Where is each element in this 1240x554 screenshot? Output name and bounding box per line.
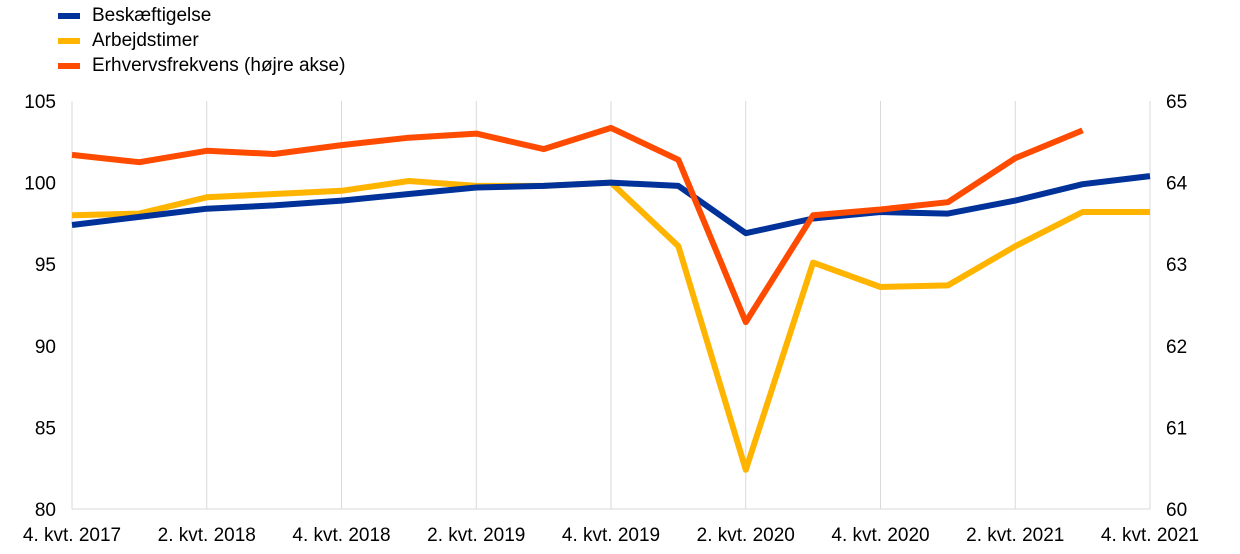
legend-label-beskaeftigelse: Beskæftigelse xyxy=(92,4,212,26)
y-left-tick-label: 90 xyxy=(35,337,56,358)
y-left-tick-label: 80 xyxy=(35,500,56,521)
y-left-tick-label: 85 xyxy=(35,418,56,439)
y-right-tick-label: 63 xyxy=(1166,255,1187,276)
x-tick-label: 2. kvt. 2021 xyxy=(966,525,1064,546)
x-tick-label: 2. kvt. 2018 xyxy=(158,525,256,546)
legend-label-arbejdstimer: Arbejdstimer xyxy=(92,29,199,51)
legend-swatch-erhvervsfrekvens xyxy=(58,62,80,69)
x-tick-label: 4. kvt. 2017 xyxy=(23,525,121,546)
x-tick-label: 2. kvt. 2019 xyxy=(427,525,525,546)
x-tick-label: 4. kvt. 2018 xyxy=(292,525,390,546)
y-left-tick-label: 95 xyxy=(35,255,56,276)
y-right-tick-label: 64 xyxy=(1166,174,1188,195)
x-tick-label: 4. kvt. 2021 xyxy=(1101,525,1199,546)
legend-swatch-arbejdstimer xyxy=(58,37,80,44)
y-left-tick-label: 105 xyxy=(24,92,56,113)
y-right-tick-label: 62 xyxy=(1166,337,1187,358)
legend-swatch-beskaeftigelse xyxy=(58,12,80,19)
x-tick-label: 4. kvt. 2020 xyxy=(831,525,929,546)
legend-item-arbejdstimer: Arbejdstimer xyxy=(58,28,345,53)
legend-item-erhvervsfrekvens: Erhvervsfrekvens (højre akse) xyxy=(58,53,345,78)
legend-item-beskaeftigelse: Beskæftigelse xyxy=(58,3,345,28)
x-tick-label: 4. kvt. 2019 xyxy=(562,525,660,546)
chart-legend: Beskæftigelse Arbejdstimer Erhvervsfrekv… xyxy=(58,3,345,78)
y-right-tick-label: 61 xyxy=(1166,418,1187,439)
y-left-tick-label: 100 xyxy=(24,174,56,195)
series-line-0 xyxy=(71,173,1151,237)
x-tick-label: 2. kvt. 2020 xyxy=(697,525,795,546)
y-right-tick-label: 60 xyxy=(1166,500,1187,521)
legend-label-erhvervsfrekvens: Erhvervsfrekvens (højre akse) xyxy=(92,54,346,76)
series-line-2 xyxy=(71,124,1084,326)
y-right-tick-label: 65 xyxy=(1166,92,1187,113)
